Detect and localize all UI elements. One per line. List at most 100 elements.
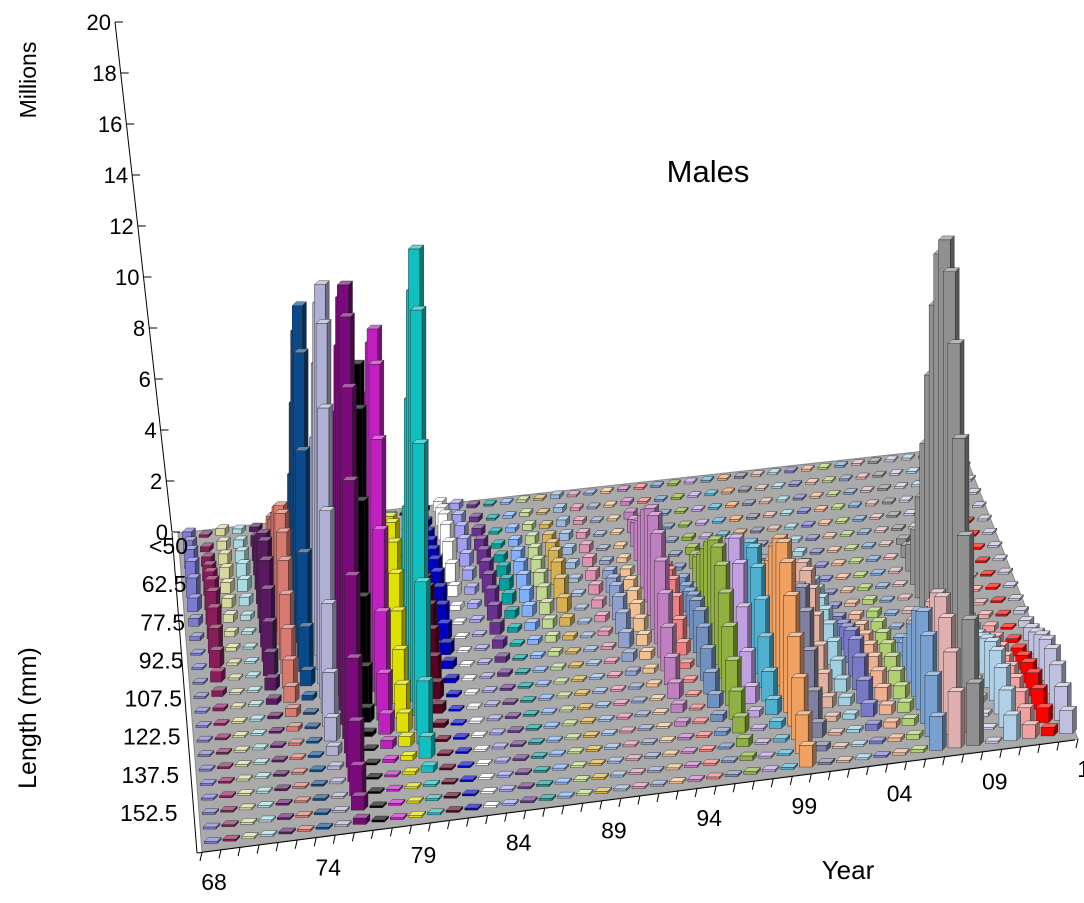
bar-1974 bbox=[302, 708, 320, 716]
bar-2003 bbox=[850, 739, 869, 747]
bar-front-face bbox=[780, 767, 794, 770]
bar-front-face bbox=[267, 715, 280, 720]
bar-front-face bbox=[567, 751, 581, 755]
year-tick-mark bbox=[351, 832, 355, 842]
bar-1992 bbox=[634, 710, 652, 718]
bar-front-face bbox=[189, 636, 201, 641]
bar-front-face bbox=[258, 819, 272, 823]
bar-front-face bbox=[480, 791, 494, 794]
bar-front-face bbox=[683, 481, 694, 485]
bar-1970 bbox=[221, 593, 237, 609]
bar-front-face bbox=[525, 535, 536, 545]
bar-2014 bbox=[1059, 705, 1078, 735]
bar-front-face bbox=[380, 740, 393, 749]
bar-1996 bbox=[664, 536, 680, 544]
bar-1981 bbox=[436, 749, 454, 757]
bar-front-face bbox=[622, 744, 636, 748]
bar-front-face bbox=[283, 686, 296, 703]
bar-1983 bbox=[451, 617, 468, 625]
bar-2014 bbox=[1002, 580, 1019, 588]
bar-1982 bbox=[450, 718, 468, 726]
bar-1974 bbox=[312, 794, 330, 802]
bar-1968 bbox=[193, 692, 210, 700]
bar-2010 bbox=[898, 495, 914, 503]
bar-1984 bbox=[461, 565, 477, 581]
bar-front-face bbox=[597, 630, 610, 637]
bar-front-face bbox=[607, 675, 619, 678]
bar-front-face bbox=[400, 755, 414, 761]
bar-1968 bbox=[191, 663, 207, 671]
bar-1996 bbox=[720, 756, 739, 764]
bar-front-face bbox=[519, 512, 530, 517]
bar-1979 bbox=[404, 782, 422, 790]
bar-front-face bbox=[450, 723, 463, 726]
bar-front-face bbox=[448, 709, 461, 712]
bar-front-face bbox=[610, 689, 623, 692]
year-tick-mark bbox=[466, 817, 470, 827]
bar-front-face bbox=[288, 742, 301, 746]
bar-1976 bbox=[349, 761, 367, 797]
bar-front-face bbox=[441, 781, 455, 785]
bar-1978 bbox=[383, 770, 402, 778]
bar-1997 bbox=[666, 479, 681, 487]
bar-1990 bbox=[564, 558, 580, 569]
bar-front-face bbox=[522, 524, 533, 531]
bar-front-face bbox=[594, 615, 606, 623]
year-tick-mark bbox=[904, 761, 908, 771]
year-tick-mark bbox=[770, 778, 774, 788]
year-tick-mark bbox=[942, 756, 946, 766]
bar-front-face bbox=[642, 667, 655, 674]
bar-1982 bbox=[448, 704, 465, 712]
year-tick-mark bbox=[751, 780, 755, 790]
bar-front-face bbox=[869, 740, 883, 745]
year-tick-mark bbox=[1056, 741, 1060, 751]
bar-1986 bbox=[522, 709, 540, 717]
bar-2006 bbox=[848, 557, 864, 565]
bar-front-face bbox=[546, 739, 560, 743]
length-tick-label: 122.5 bbox=[123, 724, 181, 750]
bar-front-face bbox=[576, 532, 587, 539]
bar-1997 bbox=[743, 767, 761, 775]
bar-1995 bbox=[705, 772, 724, 780]
bar-1987 bbox=[502, 511, 517, 519]
bar-2007 bbox=[928, 711, 947, 751]
bar-2002 bbox=[762, 510, 778, 518]
bar-front-face bbox=[571, 593, 582, 597]
bar-front-face bbox=[457, 765, 471, 768]
bar-side-face bbox=[960, 687, 966, 749]
bar-2002 bbox=[750, 470, 765, 478]
bar-2006 bbox=[905, 729, 924, 740]
bar-2003 bbox=[771, 481, 786, 489]
bar-front-face bbox=[585, 749, 599, 752]
bar-1997 bbox=[739, 751, 758, 761]
bar-2001 bbox=[737, 485, 753, 493]
bar-front-face bbox=[685, 694, 698, 697]
bar-front-face bbox=[217, 766, 230, 770]
bar-1973 bbox=[281, 655, 298, 689]
bar-front-face bbox=[501, 593, 513, 605]
bar-side-face bbox=[827, 668, 833, 695]
bar-1992 bbox=[646, 765, 665, 773]
year-tick-label: 04 bbox=[887, 781, 913, 807]
length-tick-label: 62.5 bbox=[142, 571, 187, 597]
bar-1971 bbox=[237, 574, 253, 592]
bar-2004 bbox=[868, 736, 887, 745]
bar-1973 bbox=[286, 722, 303, 732]
bar-1986 bbox=[509, 639, 526, 647]
bar-1990 bbox=[594, 700, 612, 708]
bar-front-face bbox=[524, 622, 536, 631]
bar-front-face bbox=[324, 717, 337, 742]
bar-1968 bbox=[187, 593, 203, 613]
bar-front-face bbox=[972, 602, 985, 606]
bar-2005 bbox=[813, 505, 829, 513]
bar-1992 bbox=[621, 648, 638, 662]
bar-1977 bbox=[371, 815, 390, 823]
bar-2009 bbox=[891, 523, 907, 532]
bar-2009 bbox=[881, 497, 897, 505]
bar-1977 bbox=[358, 703, 375, 723]
bar-front-face bbox=[788, 484, 799, 487]
bar-front-face bbox=[906, 471, 916, 474]
bar-front-face bbox=[559, 709, 572, 713]
bar-2005 bbox=[839, 586, 856, 594]
bar-1971 bbox=[242, 642, 259, 650]
